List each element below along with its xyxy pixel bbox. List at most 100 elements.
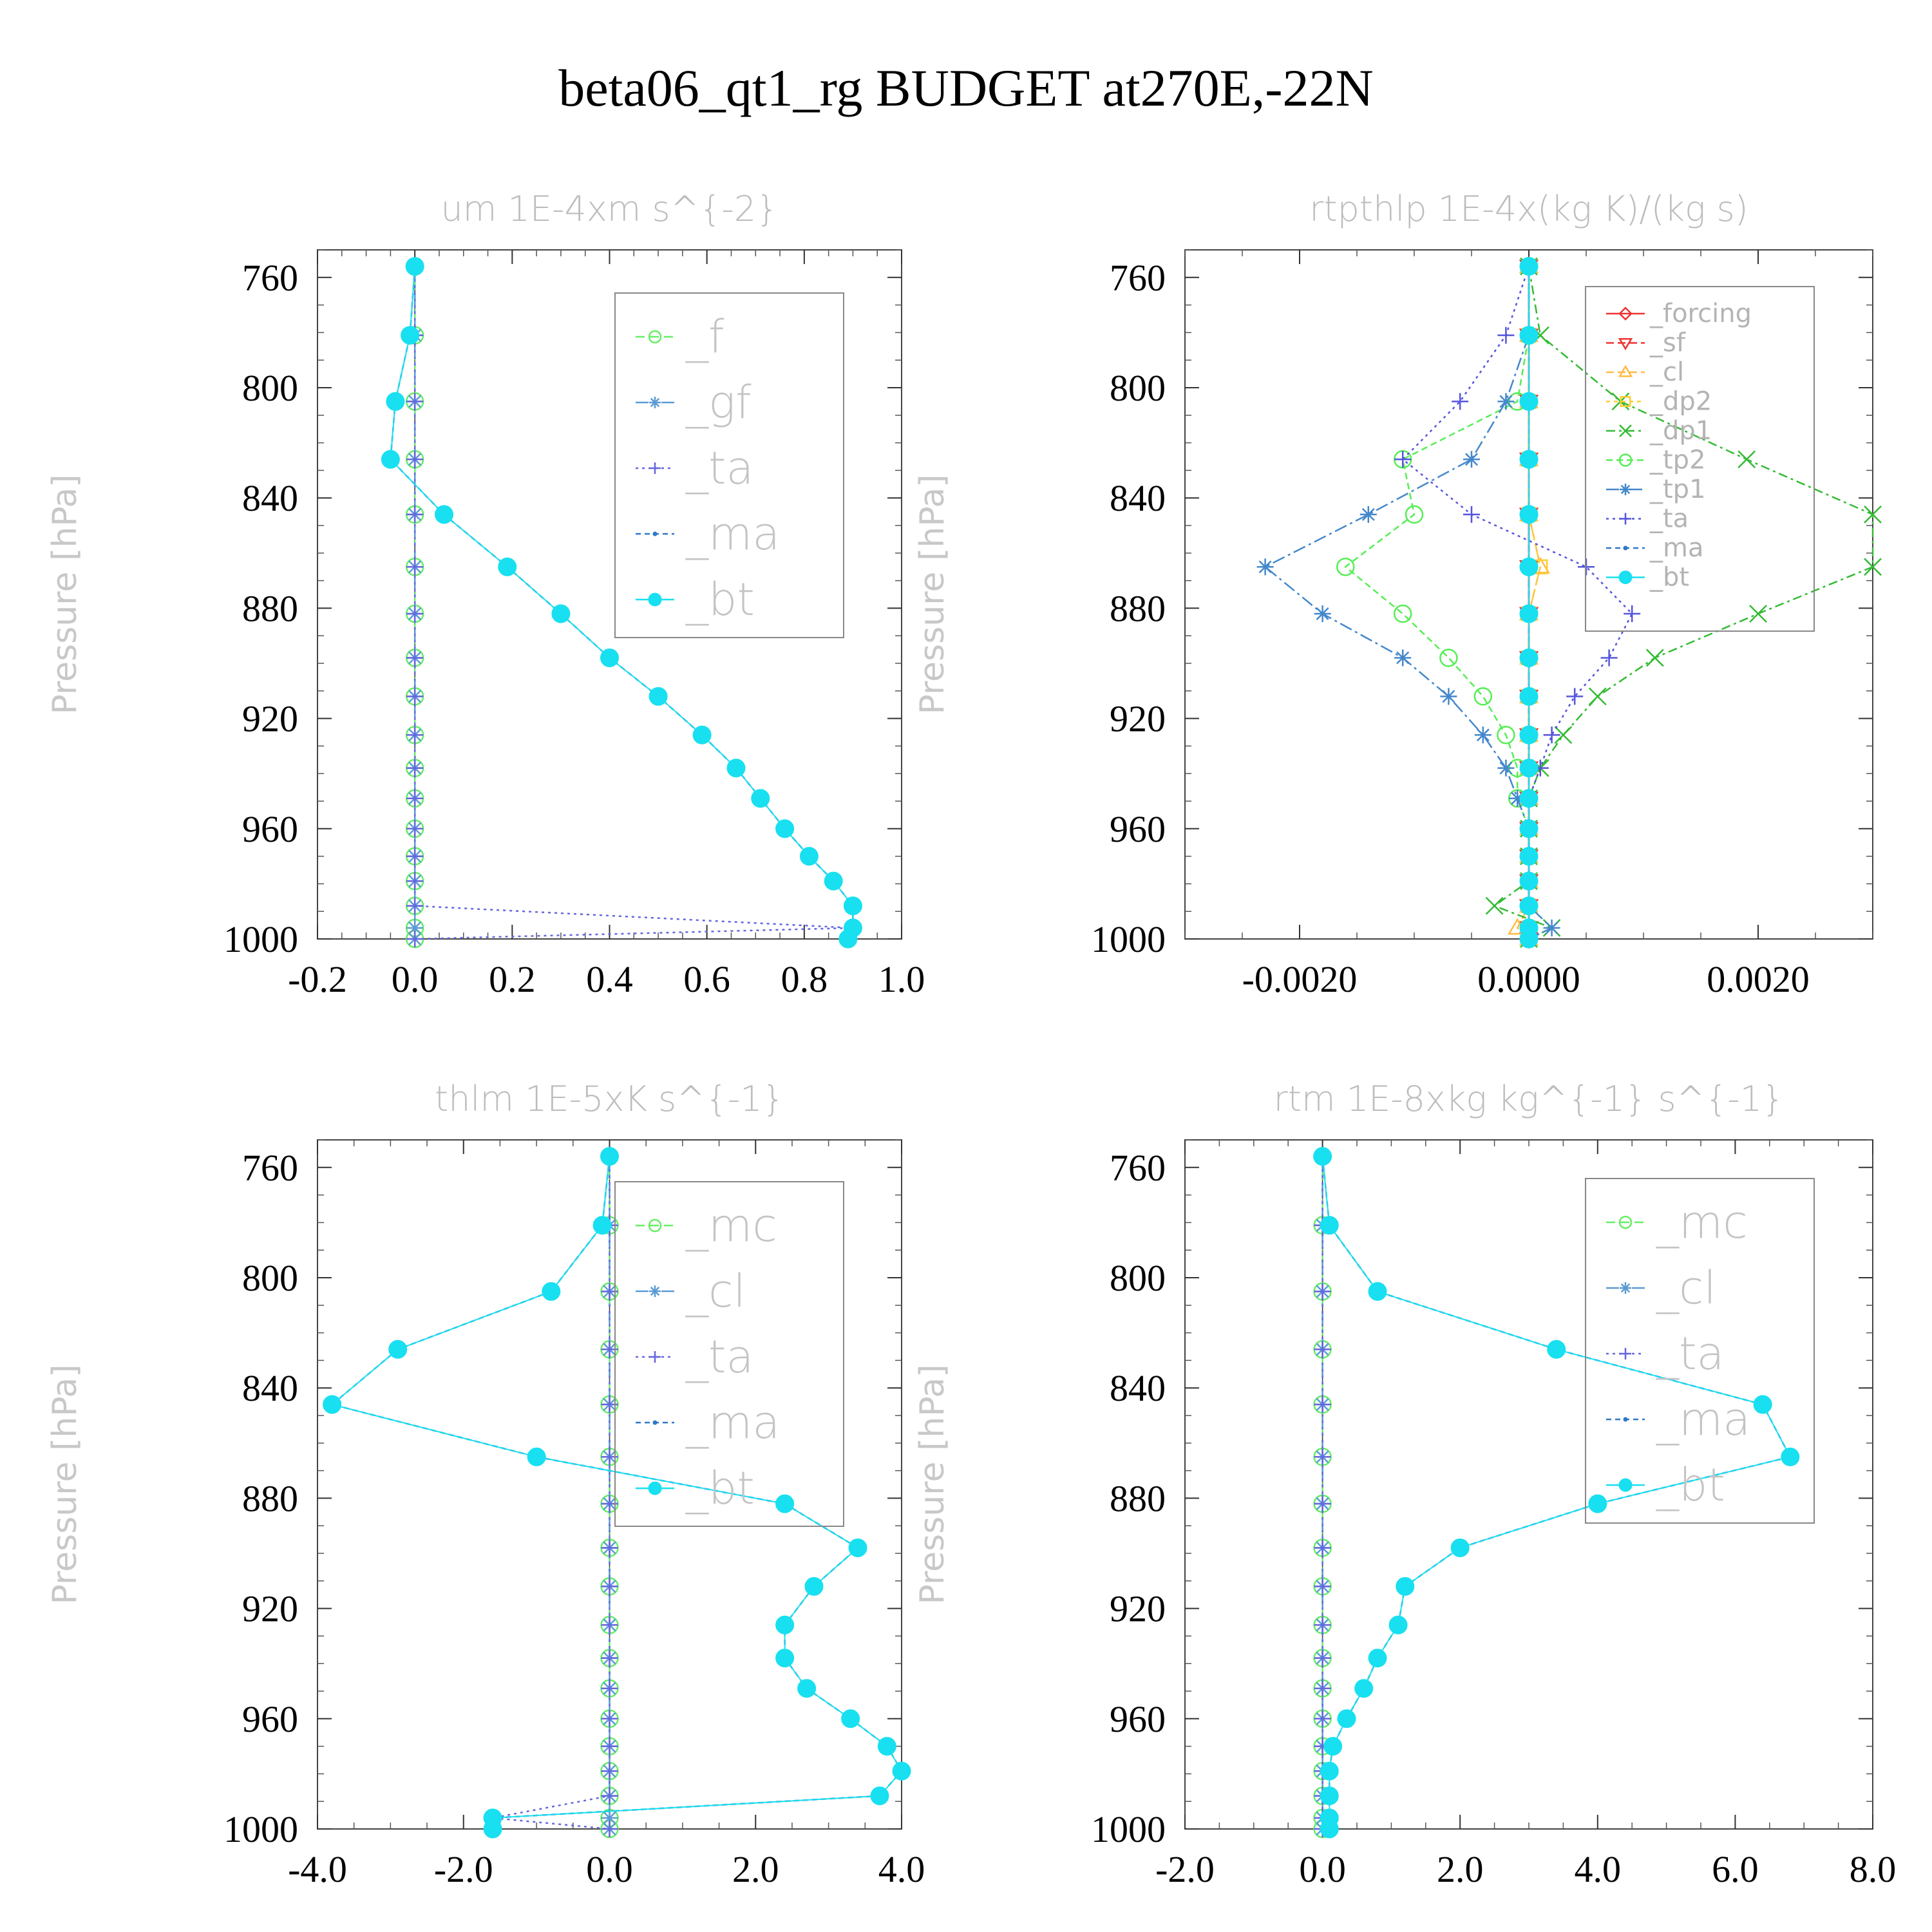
- marker-circle: [1405, 505, 1424, 524]
- x-tick-label: 0.0: [586, 1848, 633, 1890]
- series-line: [413, 266, 853, 940]
- marker-plus: [601, 1763, 618, 1780]
- x-tick-label: 0.6: [683, 958, 730, 1000]
- marker-x: [1864, 558, 1882, 576]
- marker-filled: [799, 847, 819, 866]
- marker-circle: [1497, 726, 1515, 744]
- marker-filled: [1337, 1709, 1356, 1728]
- legend-label: _ma: [1656, 1393, 1750, 1446]
- legend-item: _ta: [636, 1331, 753, 1383]
- legend-label: _cl: [1649, 357, 1684, 387]
- marker-dot: [652, 1420, 658, 1425]
- series-ma: [388, 264, 855, 942]
- y-tick-label: 920: [1110, 698, 1166, 740]
- x-tick-label: -4.0: [288, 1848, 347, 1890]
- y-tick-label: 920: [242, 1588, 298, 1630]
- legend-box: [1585, 286, 1815, 632]
- marker-filled: [592, 1216, 612, 1235]
- panel-title: um 1E-4xm s^{-2}: [441, 189, 779, 229]
- y-tick-label: 960: [1110, 1698, 1166, 1740]
- marker-star: [649, 397, 661, 408]
- marker-triangle-up: [1618, 365, 1633, 377]
- y-tick-label: 880: [242, 587, 298, 629]
- marker-filled: [600, 1147, 619, 1166]
- series-line: [492, 1156, 611, 1830]
- marker-dot: [1623, 545, 1628, 551]
- marker-star: [1620, 484, 1631, 495]
- marker-filled: [1320, 1786, 1339, 1806]
- marker-filled: [551, 604, 571, 623]
- marker-x: [1645, 649, 1664, 667]
- marker-filled: [1450, 1538, 1470, 1557]
- marker-plus: [1314, 1539, 1331, 1557]
- legend-item: _mc: [636, 1199, 777, 1252]
- marker-star: [1497, 393, 1515, 410]
- marker-filled: [1519, 759, 1539, 778]
- series-ma: [330, 1154, 904, 1832]
- legend: _forcing_sf_cl_dp2_dp1_tp2_tp1_ta_ma_bt: [1585, 286, 1815, 632]
- series-ta: [484, 1148, 618, 1837]
- marker-plus: [1452, 393, 1469, 410]
- y-tick-label: 920: [242, 698, 298, 740]
- marker-filled: [841, 1709, 860, 1728]
- marker-filled: [1753, 1395, 1772, 1414]
- marker-filled: [542, 1282, 561, 1301]
- y-tick-label: 840: [1110, 477, 1166, 519]
- series-line: [1401, 266, 1633, 939]
- y-axis-label: Pressure [hPa]: [913, 475, 952, 715]
- y-tick-label: 1000: [223, 918, 298, 960]
- marker-plus: [601, 1821, 618, 1837]
- y-tick-label: 880: [242, 1477, 298, 1519]
- legend-box: [1585, 1178, 1815, 1524]
- legend-label: _ta: [685, 1331, 753, 1383]
- marker-x: [1485, 896, 1504, 915]
- y-tick-label: 1000: [223, 1808, 298, 1850]
- marker-filled: [1313, 1147, 1332, 1166]
- y-tick-label: 960: [242, 1698, 298, 1740]
- marker-plus: [601, 1738, 618, 1755]
- y-axis-label: Pressure [hPa]: [46, 1365, 84, 1605]
- marker-filled: [824, 871, 843, 891]
- series-line: [1492, 266, 1874, 940]
- marker-filled: [1519, 648, 1539, 667]
- marker-filled: [877, 1737, 896, 1756]
- marker-filled: [775, 1649, 795, 1668]
- marker-filled: [498, 557, 517, 576]
- plot-frame: [1184, 1139, 1873, 1830]
- x-tick-label: -0.2: [288, 958, 347, 1000]
- legend-label: _bt: [1656, 1459, 1725, 1511]
- marker-x: [1749, 605, 1767, 623]
- marker-plus: [1543, 726, 1560, 744]
- marker-star: [1543, 919, 1560, 936]
- marker-plus: [649, 1351, 661, 1363]
- legend: _mc _cl _ta _ma _bt: [614, 1181, 844, 1527]
- marker-filled: [1519, 871, 1539, 891]
- legend-item: _f: [636, 310, 724, 363]
- marker-filled: [381, 450, 400, 469]
- marker-plus: [1314, 1495, 1331, 1512]
- series-ta: [406, 258, 862, 947]
- marker-x: [1738, 450, 1756, 469]
- legend-label: _gf: [685, 376, 752, 429]
- marker-dot: [652, 531, 658, 536]
- legend-item: _ma: [636, 1396, 780, 1449]
- marker-plus: [1314, 1448, 1331, 1466]
- marker-star: [1497, 759, 1515, 777]
- marker-plus: [406, 820, 424, 837]
- marker-filled: [1519, 557, 1539, 576]
- marker-plus: [649, 462, 661, 474]
- marker-plus: [406, 688, 424, 705]
- marker-filled: [386, 392, 405, 411]
- marker-plus: [406, 451, 424, 468]
- marker-filled: [1519, 725, 1539, 744]
- legend-item: _bt: [636, 573, 755, 626]
- legend-item: _cl: [636, 1265, 746, 1318]
- x-tick-label: 0.0020: [1707, 958, 1810, 1000]
- marker-filled: [1368, 1282, 1387, 1301]
- series-bt: [1313, 1147, 1800, 1839]
- legend-item: _forcing: [1606, 299, 1752, 328]
- legend-item: _tp2: [1606, 446, 1706, 475]
- marker-plus: [406, 790, 424, 807]
- marker-filled: [1519, 929, 1539, 949]
- x-tick-label: 0.0: [392, 958, 439, 1000]
